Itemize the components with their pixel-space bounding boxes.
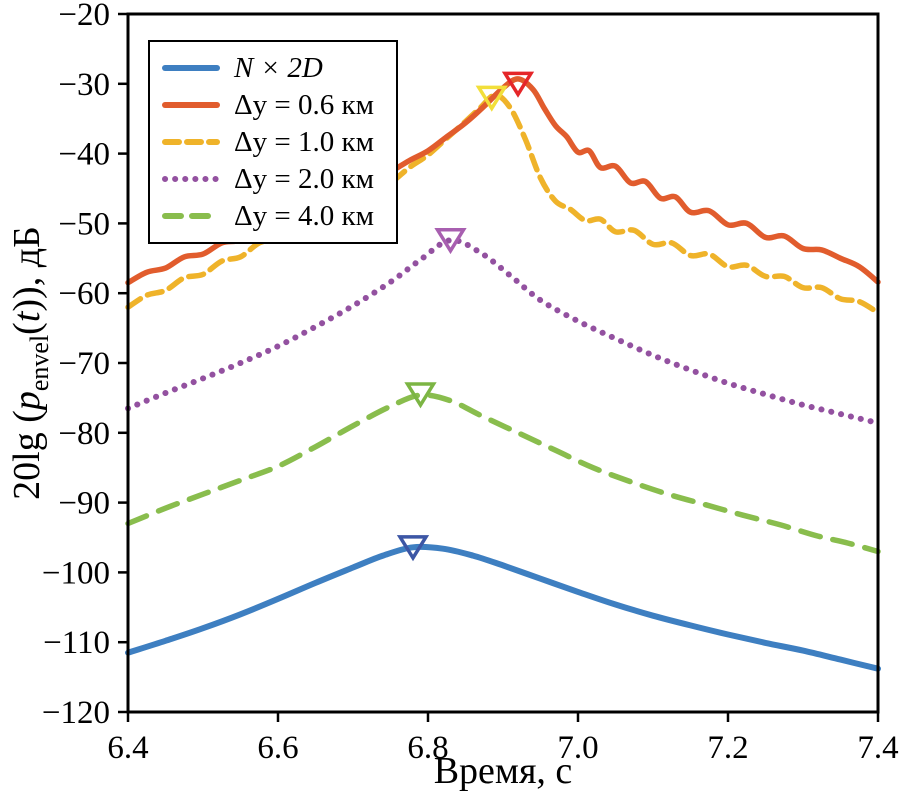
y-tick-label: −60 [58, 276, 110, 312]
y-tick-label: −20 [58, 0, 110, 33]
legend-item: Δy = 2.0 км [162, 161, 374, 197]
legend-label: Δy = 2.0 км [234, 162, 374, 195]
peak-marker-4 [404, 382, 437, 409]
legend-line-sample [162, 213, 220, 219]
y-tick-label: −80 [58, 416, 110, 452]
x-tick-label: 7.4 [857, 730, 898, 766]
y-tick-label: −90 [58, 486, 110, 522]
legend-label: Δy = 0.6 км [234, 88, 374, 121]
plot-area-border [126, 12, 880, 714]
x-tick-label: 6.8 [407, 730, 448, 766]
y-tick-label: −50 [58, 206, 110, 242]
series-line-0 [125, 543, 881, 672]
y-axis-label-p: p [6, 391, 49, 411]
x-tick-label: 6.4 [107, 730, 148, 766]
peak-marker-3 [434, 228, 467, 255]
legend: N × 2D Δy = 0.6 км Δy = 1.0 км Δy = 2.0 … [148, 40, 398, 244]
y-axis-label-t: t [6, 311, 49, 323]
legend-label: Δy = 1.0 км [234, 125, 374, 158]
y-axis-label-open: ( [6, 322, 49, 335]
x-tick-label: 7.0 [557, 730, 598, 766]
y-tick-label: −30 [58, 67, 110, 103]
series-line-4 [125, 392, 881, 555]
peak-marker-1 [501, 71, 535, 98]
y-tick-label: −40 [58, 137, 110, 173]
legend-line-sample [162, 176, 220, 182]
legend-item: N × 2D [162, 50, 374, 86]
legend-line-sample [162, 65, 220, 71]
series-line-3 [125, 237, 881, 426]
peak-marker-0 [396, 535, 430, 562]
legend-line-sample [162, 139, 220, 145]
legend-item: Δy = 0.6 км [162, 87, 374, 123]
legend-label: Δy = 4.0 км [234, 199, 374, 232]
y-axis-label-suffix: )), дБ [6, 226, 49, 312]
peak-marker-2 [475, 85, 508, 112]
legend-line-sample [162, 102, 220, 108]
y-axis-label-text: 20lg ( [6, 410, 49, 500]
legend-item: Δy = 1.0 км [162, 124, 374, 160]
x-tick-label: 6.6 [257, 730, 298, 766]
y-axis-label: 20lg (penvel(t)), дБ [5, 226, 55, 500]
y-tick-label: −120 [42, 695, 110, 731]
y-axis-label-sub: envel [24, 334, 54, 392]
y-tick-label: −70 [58, 346, 110, 382]
x-axis-label: Время, с [433, 750, 573, 792]
y-tick-label: −100 [42, 555, 110, 591]
legend-label: N × 2D [234, 51, 323, 84]
x-tick-label: 7.2 [707, 730, 748, 766]
legend-item: Δy = 4.0 км [162, 198, 374, 234]
y-tick-label: −110 [43, 625, 110, 661]
